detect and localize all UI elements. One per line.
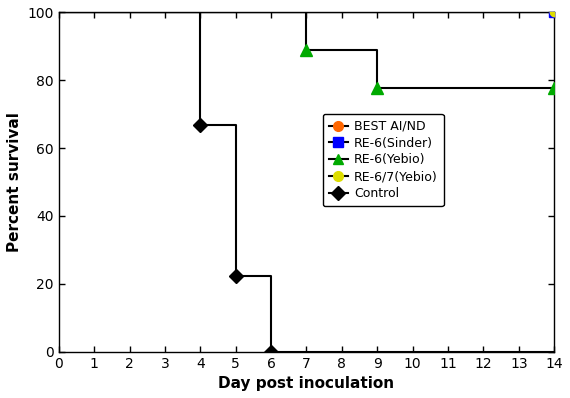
Y-axis label: Percent survival: Percent survival <box>7 112 22 252</box>
Legend: BEST AI/ND, RE-6(Sinder), RE-6(Yebio), RE-6/7(Yebio), Control: BEST AI/ND, RE-6(Sinder), RE-6(Yebio), R… <box>323 114 444 206</box>
X-axis label: Day post inoculation: Day post inoculation <box>218 376 394 391</box>
